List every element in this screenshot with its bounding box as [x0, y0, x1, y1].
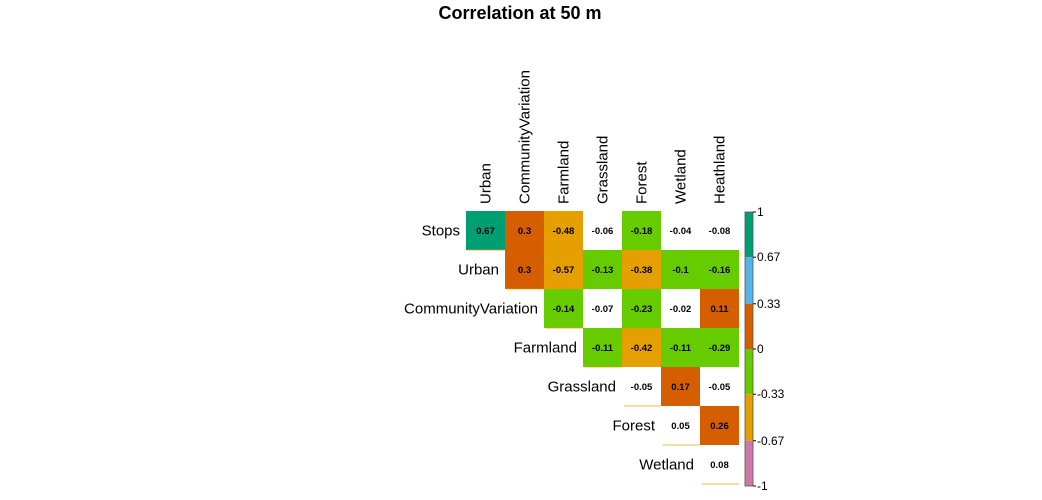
- heatmap-cell: [505, 211, 544, 250]
- cell-value-label: -0.08: [709, 226, 731, 237]
- cell-value-label: -0.48: [553, 226, 575, 237]
- heatmap-cell: [583, 328, 622, 367]
- colorbar-tick-label: 0.33: [757, 297, 781, 311]
- row-label: Farmland: [514, 340, 577, 357]
- heatmap-cell: [661, 250, 700, 289]
- cell-value-label: -0.07: [592, 304, 614, 315]
- column-label: Urban: [478, 163, 495, 204]
- column-label: Forest: [634, 161, 651, 204]
- heatmap-cell: [700, 445, 739, 484]
- cell-value-label: -0.29: [709, 343, 731, 354]
- heatmap-cell: [700, 211, 739, 250]
- heatmap-cell: [700, 328, 739, 367]
- heatmap-cell: [583, 289, 622, 328]
- colorbar-tick-label: 1: [757, 205, 764, 219]
- heatmap-cell: [700, 406, 739, 445]
- cell-value-label: -0.18: [631, 226, 653, 237]
- column-label: Wetland: [673, 149, 690, 204]
- column-label: Heathland: [712, 136, 729, 204]
- heatmap-cell: [700, 250, 739, 289]
- cell-value-label: -0.13: [592, 265, 614, 276]
- colorbar: 1 0.67 0.33 0 -0.33 -0.67 -1: [744, 205, 785, 493]
- row-label: Stops: [422, 223, 460, 240]
- cell-value-label: -0.1: [672, 265, 689, 276]
- heatmap-cells: 0.67 0.3 -0.48 -0.06 -0.18 -0.04 -0.08 0.3 -0.57…: [466, 211, 739, 485]
- heatmap-cell: [466, 211, 505, 250]
- cell-value-label: -0.02: [670, 304, 692, 315]
- cell-value-label: -0.23: [631, 304, 653, 315]
- cell-value-label: 0.26: [710, 421, 729, 432]
- colorbar-segment: [745, 257, 753, 304]
- row-label: Wetland: [639, 457, 694, 474]
- cell-value-label: -0.05: [631, 382, 653, 393]
- cell-value-label: 0.11: [711, 304, 730, 315]
- colorbar-segment: [745, 212, 753, 258]
- column-label: CommunityVariation: [517, 70, 534, 204]
- column-labels: Urban CommunityVariation Farmland Grassland…: [478, 70, 729, 204]
- heatmap-cell: [622, 211, 661, 250]
- cell-value-label: -0.04: [670, 226, 692, 237]
- colorbar-tick-label: -0.67: [757, 434, 785, 448]
- cell-value-label: 0.05: [671, 421, 690, 432]
- cell-value-label: -0.42: [631, 343, 653, 354]
- heatmap-cell: [661, 289, 700, 328]
- heatmap-cell: [544, 250, 583, 289]
- heatmap-cell: [622, 367, 661, 406]
- heatmap-cell: [622, 250, 661, 289]
- cell-value-label: -0.14: [553, 304, 575, 315]
- heatmap-cell: [661, 328, 700, 367]
- colorbar-segment: [745, 394, 753, 441]
- row-label: CommunityVariation: [404, 301, 538, 318]
- row-label: Forest: [612, 418, 655, 435]
- heatmap-cell: [544, 211, 583, 250]
- heatmap-cell: [583, 211, 622, 250]
- row-labels: Stops Urban CommunityVariation Farmland Gras…: [404, 223, 694, 474]
- cell-value-label: 0.3: [518, 265, 531, 276]
- cell-value-label: -0.11: [670, 343, 692, 354]
- colorbar-segment: [745, 349, 753, 395]
- cell-value-label: 0.3: [518, 226, 531, 237]
- colorbar-tick-label: 0.67: [757, 250, 781, 264]
- colorbar-segment: [745, 303, 753, 349]
- cell-value-label: -0.57: [553, 265, 575, 276]
- heatmap-cell: [661, 211, 700, 250]
- row-label: Grassland: [548, 379, 616, 396]
- chart-title: Correlation at 50 m: [438, 3, 601, 23]
- cell-value-label: -0.06: [592, 226, 614, 237]
- cell-value-label: -0.16: [709, 265, 731, 276]
- heatmap-cell: [505, 250, 544, 289]
- heatmap-cell: [661, 406, 700, 445]
- cell-value-label: -0.38: [631, 265, 653, 276]
- heatmap-cell: [622, 328, 661, 367]
- heatmap-cell: [544, 289, 583, 328]
- colorbar-tick-label: 0: [757, 342, 764, 356]
- cell-value-label: 0.08: [710, 460, 729, 471]
- colorbar-segment: [745, 440, 753, 486]
- heatmap-cell: [700, 367, 739, 406]
- cell-value-label: 0.17: [671, 382, 690, 393]
- colorbar-tick-label: -0.33: [757, 387, 785, 401]
- row-label: Urban: [458, 262, 499, 279]
- column-label: Farmland: [556, 141, 573, 204]
- cell-value-label: -0.11: [592, 343, 614, 354]
- heatmap-cell: [661, 367, 700, 406]
- heatmap-cell: [622, 289, 661, 328]
- cell-value-label: 0.67: [476, 226, 495, 237]
- cell-value-label: -0.05: [709, 382, 731, 393]
- heatmap-cell: [700, 289, 739, 328]
- colorbar-tick-label: -1: [757, 479, 768, 493]
- heatmap-cell: [583, 250, 622, 289]
- column-label: Grassland: [595, 136, 612, 204]
